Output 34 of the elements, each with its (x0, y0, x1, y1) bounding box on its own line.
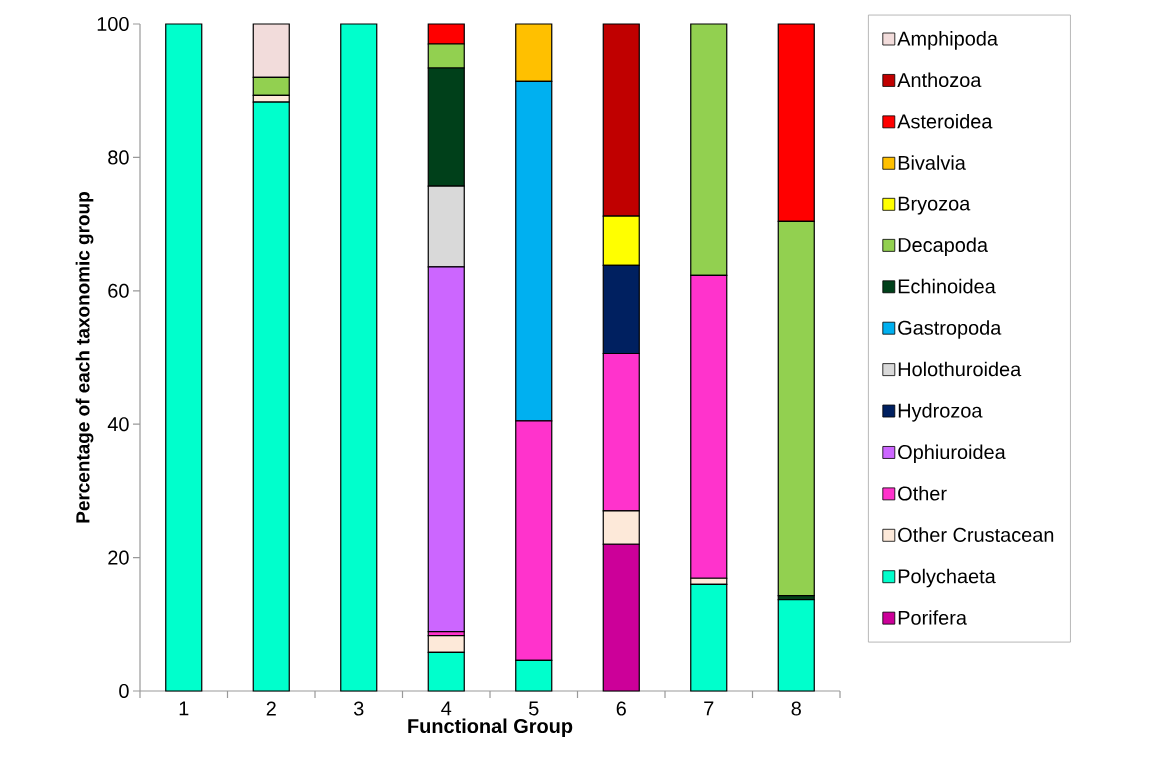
y-tick-label: 100 (97, 16, 129, 32)
x-tick-label: 7 (704, 701, 714, 716)
y-axis-title: Percentage of each taxonomic group (75, 192, 94, 523)
bar (165, 23, 203, 692)
y-tick-label: 20 (108, 550, 129, 565)
x-axis-title: Functional Group (408, 718, 573, 738)
legend-label: Other (898, 485, 947, 501)
x-tick-label: 4 (441, 701, 452, 716)
bar (340, 23, 378, 692)
x-tick-label: 2 (266, 701, 276, 716)
legend-label: Bivalvia (898, 155, 966, 170)
y-tick-label: 40 (107, 417, 129, 432)
legend-label: Other Crustacean (898, 527, 1054, 542)
legend-label: Amphipoda (897, 31, 998, 50)
legend-label: Hydrozoa (898, 403, 983, 422)
legend-label: Asteroidea (897, 113, 993, 129)
legend-label: Ophiuroidea (898, 444, 1006, 464)
legend-label: Echinoidea (898, 278, 996, 294)
y-tick-label: 80 (108, 150, 129, 165)
legend-label: Decapoda (898, 237, 989, 256)
legend-label: Bryozoa (898, 196, 971, 215)
x-tick-label: 5 (529, 701, 539, 716)
y-tick-label: 0 (119, 683, 129, 699)
y-tick-label: 60 (108, 283, 129, 298)
legend-label: Anthozoa (897, 72, 982, 88)
legend-label: Porifera (898, 610, 967, 625)
x-tick-label: 8 (791, 701, 801, 716)
bar (777, 599, 815, 692)
legend-label: Gastropoda (898, 320, 1002, 339)
legend-label: Polychaeta (898, 568, 996, 588)
x-tick-label: 3 (353, 701, 364, 716)
x-tick-label: 6 (616, 701, 626, 716)
legend-label: Holothuroidea (898, 361, 1022, 377)
x-tick-label: 1 (179, 701, 189, 716)
